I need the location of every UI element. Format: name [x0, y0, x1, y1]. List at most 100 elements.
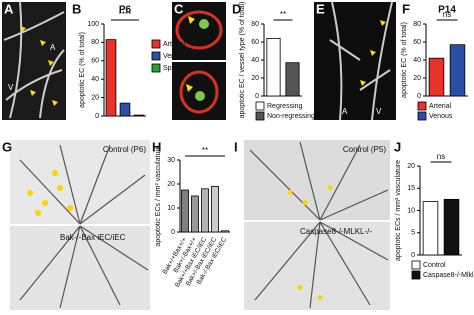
bar — [422, 201, 439, 256]
y-tick-label: 0 — [411, 252, 415, 259]
legend-swatch — [255, 111, 265, 121]
vessels — [3, 1, 65, 119]
chart-title: P14 — [438, 5, 456, 16]
legend-swatch — [411, 260, 421, 270]
y-tick-label: 60 — [251, 39, 259, 46]
panel-label: F — [402, 1, 410, 16]
legend-label: Sprouting Zone — [163, 65, 211, 72]
vessels — [249, 141, 389, 309]
micrograph-g-bottom — [10, 226, 150, 310]
y-tick-label: 5 — [411, 230, 415, 237]
bar — [105, 39, 117, 117]
bar — [201, 188, 209, 233]
panel-label: D — [232, 1, 241, 16]
y-tick-label: 80 — [251, 21, 259, 28]
legend-label: Arterial — [163, 41, 186, 48]
vessel — [175, 10, 223, 50]
y-tick-label: 40 — [91, 76, 99, 83]
image-label: A — [342, 107, 348, 116]
image-label: Control (P6) — [103, 145, 146, 154]
vessels — [19, 144, 149, 309]
y-axis-label: apoptotic EC (% of total) — [79, 32, 86, 108]
legend-label: Control — [423, 262, 446, 269]
bar — [181, 189, 189, 233]
image-label: V — [8, 83, 14, 92]
y-tick-label: 40 — [413, 57, 421, 64]
bar — [443, 198, 460, 256]
micrograph-i-bottom — [244, 222, 390, 310]
panel-label: G — [2, 139, 12, 154]
legend-label: Venous — [429, 113, 453, 120]
y-tick-label: 0 — [171, 229, 175, 236]
image-label: Caspase8-/-MLKL-/- — [300, 227, 372, 236]
image-label: A — [50, 43, 56, 52]
image-label: Bak-/-Bax iEC/iEC — [60, 233, 126, 242]
panel-label: A — [4, 1, 14, 16]
legend-label: Venous — [163, 53, 187, 60]
y-axis-label: apoptotic EC / vessel type (% of total) — [239, 2, 246, 119]
legend-swatch — [151, 51, 161, 61]
legend-label: Caspase8-/-Mlkl-/- — [423, 272, 474, 279]
legend-swatch — [255, 101, 265, 111]
significance-label: ** — [202, 146, 208, 155]
significance-label: **** — [119, 10, 131, 19]
legend-swatch — [151, 39, 161, 49]
legend-swatch — [411, 270, 421, 280]
significance-label: ns — [443, 10, 451, 19]
bar — [285, 62, 300, 97]
arrowheads — [360, 20, 386, 86]
bar — [221, 230, 229, 233]
y-tick-label: 20 — [167, 181, 175, 188]
panel-label: I — [234, 139, 238, 154]
bar — [266, 38, 281, 97]
panel-label: H — [152, 139, 161, 154]
y-tick-label: 80 — [413, 21, 421, 28]
legend-swatch — [417, 101, 427, 111]
y-axis-label: apoptotic ECs / mm² vasculature — [395, 160, 402, 261]
vessel — [179, 70, 219, 114]
y-tick-label: 10 — [407, 207, 415, 214]
bar — [119, 102, 131, 117]
bar — [428, 57, 445, 97]
legend-label: Regressing — [267, 103, 303, 110]
bar — [449, 44, 466, 97]
y-tick-label: 0 — [95, 113, 99, 120]
bar — [211, 185, 219, 233]
y-tick-label: 30 — [167, 157, 175, 164]
micrograph-g-top — [10, 140, 150, 224]
vessels — [329, 1, 393, 121]
legend-swatch — [151, 63, 161, 73]
y-tick-label: 40 — [251, 57, 259, 64]
y-axis-label: apoptotic EC (% of total) — [401, 22, 408, 98]
y-tick-label: 20 — [407, 163, 415, 170]
significance-label: ** — [280, 10, 286, 19]
micrograph-e — [314, 2, 396, 120]
legend-label: Arterial — [429, 103, 452, 110]
y-axis-label: apoptotic ECs / mm² vasculature — [155, 145, 162, 246]
chart-title: P6 — [119, 5, 132, 16]
y-tick-label: 15 — [407, 185, 415, 192]
panel-label: C — [174, 1, 184, 16]
y-tick-label: 20 — [91, 94, 99, 101]
image-label: Control (P5) — [343, 145, 386, 154]
y-tick-label: 60 — [91, 58, 99, 65]
y-tick-label: 0 — [417, 93, 421, 100]
image-label: V — [376, 107, 382, 116]
significance-label: ns — [437, 152, 445, 161]
y-tick-label: 20 — [251, 75, 259, 82]
bar — [133, 114, 145, 117]
panel-label: J — [394, 139, 401, 154]
arrowheads — [186, 16, 195, 92]
y-tick-label: 80 — [91, 39, 99, 46]
y-tick-label: 10 — [167, 205, 175, 212]
y-tick-label: 0 — [255, 93, 259, 100]
legend-swatch — [417, 111, 427, 121]
legend-label: Non-regressing — [267, 113, 315, 120]
cell — [199, 19, 209, 29]
cell — [195, 91, 205, 101]
y-tick-label: 100 — [87, 21, 99, 28]
bar — [191, 195, 199, 233]
panel-label: B — [72, 1, 81, 16]
y-tick-label: 20 — [413, 75, 421, 82]
